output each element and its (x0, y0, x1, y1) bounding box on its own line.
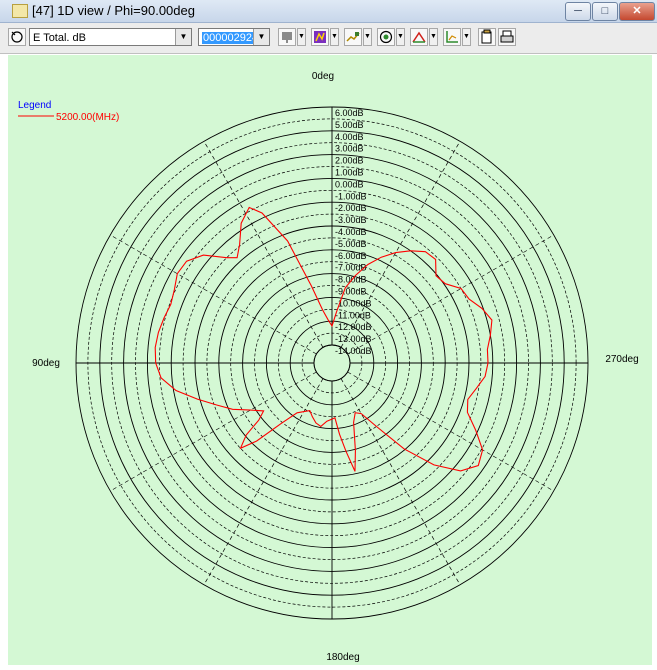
chevron-down-icon[interactable]: ▼ (175, 29, 191, 45)
angular-spoke (203, 378, 324, 585)
frequency-select[interactable]: 000002924 ▼ (198, 28, 270, 46)
angle-label-90deg: 90deg (32, 358, 60, 369)
radial-tick-label: -12.00dB (335, 322, 372, 332)
quantity-select[interactable]: E Total. dB ▼ (29, 28, 192, 46)
quantity-select-value: E Total. dB (33, 32, 86, 44)
minimize-button[interactable]: ─ (565, 2, 591, 21)
angle-label-270deg: 270deg (605, 354, 638, 365)
target-dropdown[interactable]: ▼ (396, 28, 405, 46)
maximize-button[interactable]: □ (592, 2, 618, 21)
radial-tick-label: 5.00dB (335, 120, 364, 130)
window-title: [47] 1D view / Phi=90.00deg (32, 3, 195, 18)
display-mode-dropdown[interactable]: ▼ (297, 28, 306, 46)
print-icon[interactable] (498, 28, 516, 46)
chart-type-dropdown[interactable]: ▼ (330, 28, 339, 46)
radial-tick-label: -6.00dB (335, 251, 367, 261)
copy-icon[interactable] (478, 28, 496, 46)
angular-spoke (203, 141, 324, 348)
angular-spoke (347, 234, 554, 355)
radial-tick-label: 2.00dB (335, 156, 364, 166)
angle-label-180deg: 180deg (326, 652, 359, 663)
radial-tick-label: -9.00dB (335, 287, 367, 297)
plot-area: Legend 5200.00(MHz) 0deg 90deg 270deg 18… (8, 55, 652, 665)
frequency-select-value: 000002924 (202, 32, 260, 44)
target-icon[interactable] (377, 28, 395, 46)
toolbar: E Total. dB ▼ 000002924 ▼ ▼ ▼ ▼ ▼ ▼ ▼ (0, 23, 657, 54)
radial-tick-label: -7.00dB (335, 263, 367, 273)
radial-tick-label: -11.00dB (335, 310, 371, 320)
chart-type-icon[interactable] (311, 28, 329, 46)
marker-dropdown[interactable]: ▼ (363, 28, 372, 46)
app-icon (12, 4, 28, 18)
radial-tick-label: -5.00dB (335, 239, 367, 249)
peak-icon[interactable] (410, 28, 428, 46)
radial-tick-label: -3.00dB (335, 215, 367, 225)
radial-tick-label: 4.00dB (335, 132, 364, 142)
chevron-down-icon[interactable]: ▼ (253, 29, 269, 45)
rotate-view-icon[interactable] (8, 28, 26, 46)
close-button[interactable]: ✕ (619, 2, 655, 21)
radial-tick-label: -13.00dB (335, 334, 372, 344)
peak-dropdown[interactable]: ▼ (429, 28, 438, 46)
radial-tick-label: -2.00dB (335, 203, 367, 213)
angular-spoke (110, 371, 317, 492)
radial-tick-label: 3.00dB (335, 144, 364, 154)
radial-tick-labels: 6.00dB 5.00dB 4.00dB 3.00dB 2.00dB 1.00dB0.00… (335, 108, 372, 356)
angular-grid (76, 107, 588, 619)
marker-icon[interactable] (344, 28, 362, 46)
radial-tick-label: -1.00dB (335, 191, 367, 201)
radial-tick-label: -10.00dB (335, 298, 372, 308)
display-mode-icon[interactable] (278, 28, 296, 46)
series-5200mhz-line (154, 206, 493, 472)
axis-dropdown[interactable]: ▼ (462, 28, 471, 46)
radial-tick-label: -4.00dB (335, 227, 367, 237)
polar-chart: Legend 5200.00(MHz) 0deg 90deg 270deg 18… (18, 71, 639, 663)
radial-tick-label: 0.00dB (335, 179, 364, 189)
angular-spoke (340, 141, 461, 348)
legend-title: Legend (18, 100, 51, 111)
angle-label-0deg: 0deg (312, 71, 334, 82)
radial-tick-label: 1.00dB (335, 168, 364, 178)
angular-spoke (110, 234, 317, 355)
radial-tick-label: -8.00dB (335, 275, 367, 285)
radial-tick-label: 6.00dB (335, 108, 364, 118)
legend-entry: 5200.00(MHz) (56, 112, 119, 123)
title-bar[interactable]: [47] 1D view / Phi=90.00deg ─ □ ✕ (0, 0, 657, 23)
angular-spoke (347, 371, 554, 492)
axis-icon[interactable] (443, 28, 461, 46)
radial-tick-label: -14.00dB (335, 346, 372, 356)
angular-spoke (340, 378, 461, 585)
